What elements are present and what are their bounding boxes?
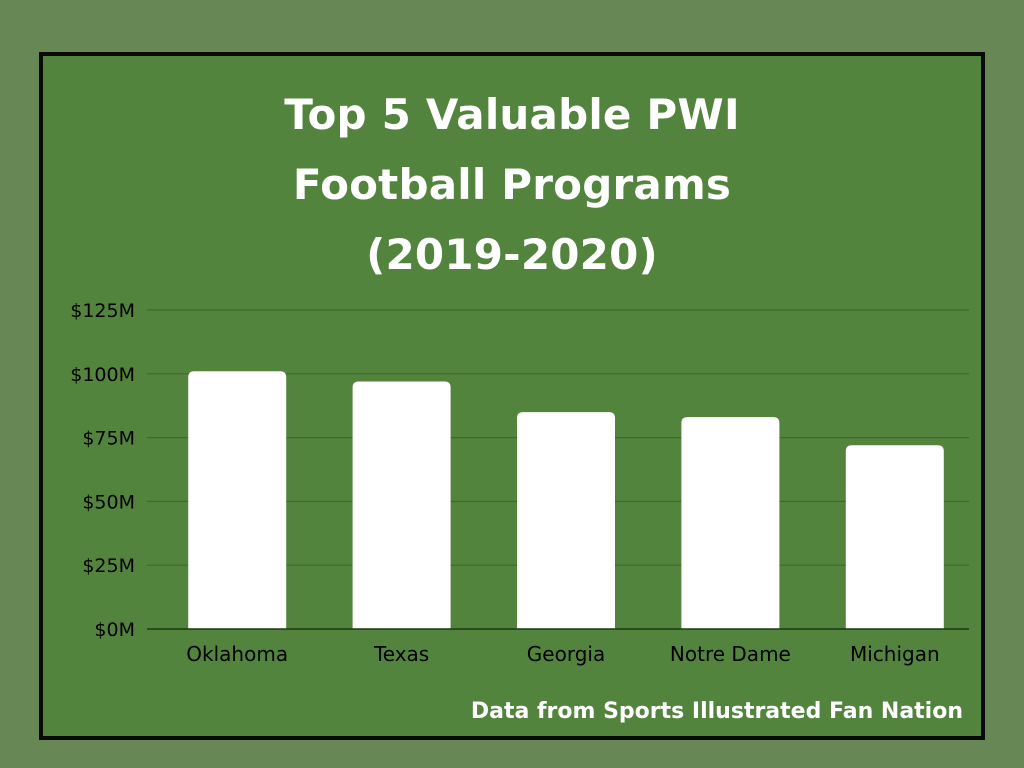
bar-texas (352, 381, 451, 629)
bar-georgia (517, 412, 615, 629)
x-tick-label: Notre Dame (670, 642, 791, 666)
bar-michigan (845, 445, 944, 629)
bar-chart: $0M $25M $50M $75M $100M $125M Oklahoma Texas Ge… (70, 300, 969, 666)
y-tick-label: $25M (82, 555, 135, 577)
chart-frame: Top 5 Valuable PWI Football Programs (20… (39, 52, 985, 740)
y-tick-label: $125M (70, 300, 135, 322)
y-tick-label: $100M (70, 364, 135, 386)
y-tick-label: $75M (82, 428, 135, 450)
x-tick-label: Michigan (850, 642, 940, 666)
y-tick-label: $50M (82, 491, 135, 513)
bar-oklahoma (188, 371, 287, 629)
x-tick-label: Oklahoma (186, 642, 288, 666)
y-tick-label: $0M (94, 619, 135, 641)
chart-title-line-2: Football Programs (292, 160, 732, 209)
bar-notre-dame (681, 417, 780, 629)
x-tick-label: Texas (373, 642, 429, 666)
chart-title: Top 5 Valuable PWI Football Programs (20… (43, 80, 981, 290)
source-note: Data from Sports Illustrated Fan Nation (470, 699, 963, 724)
x-tick-label: Georgia (527, 642, 605, 666)
chart-title-line-1: Top 5 Valuable PWI (284, 90, 740, 139)
chart-title-line-3: (2019-2020) (366, 230, 658, 279)
